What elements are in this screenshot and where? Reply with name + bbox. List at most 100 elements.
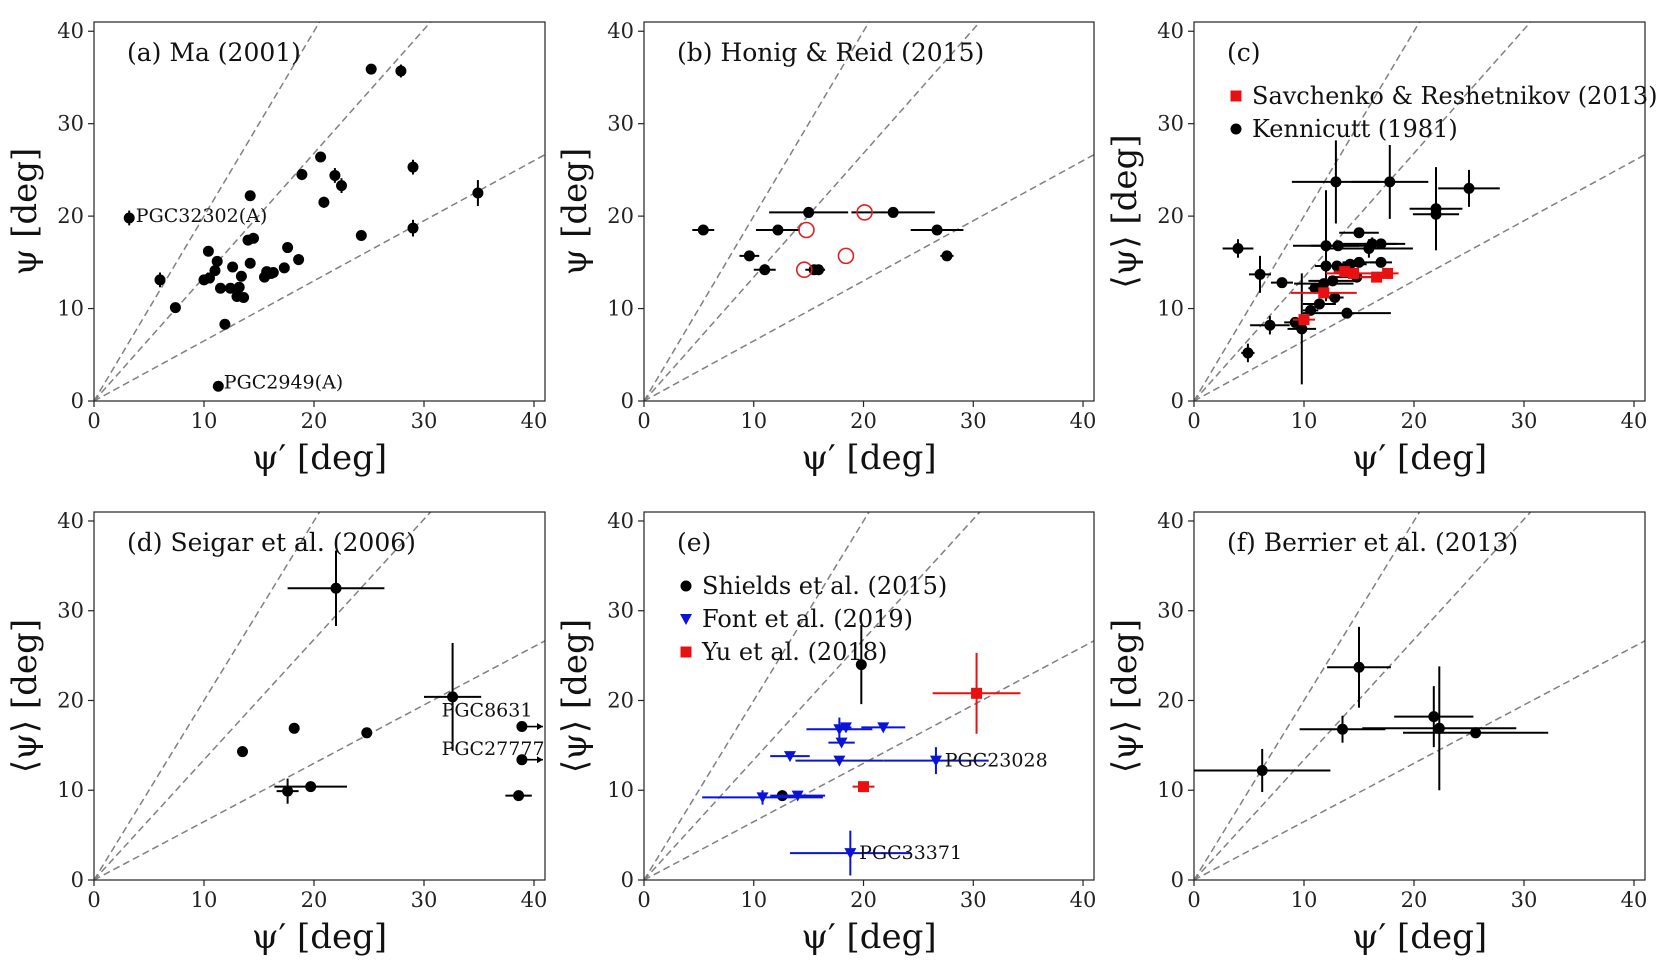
data-point (839, 722, 852, 734)
data-point (329, 169, 341, 181)
x-tick-label: 0 (1187, 409, 1200, 433)
x-axis-label: ψ′ [deg] (252, 438, 387, 478)
reference-line-1 (1194, 22, 1421, 401)
reference-lines (1194, 22, 1645, 401)
legend-marker (1230, 90, 1242, 102)
y-tick-label: 10 (57, 778, 84, 802)
y-tick-label: 10 (57, 297, 84, 321)
data-point (1463, 182, 1475, 194)
data-point (783, 751, 796, 763)
data-point (743, 250, 755, 262)
x-tick-label: 30 (960, 409, 987, 433)
panel-title: (f) Berrier et al. (2013) (1227, 528, 1518, 557)
reference-lines (1194, 512, 1645, 880)
x-tick-label: 20 (301, 409, 328, 433)
data-point (813, 264, 825, 276)
data-point (447, 691, 459, 703)
data-point (237, 746, 248, 758)
reference-line-1 (644, 22, 870, 401)
data-point (209, 265, 221, 277)
data-point (837, 247, 855, 265)
reference-line-3 (1194, 640, 1645, 880)
data-point (288, 722, 300, 734)
data-point (355, 230, 367, 242)
data-point (1353, 661, 1365, 673)
data-point (330, 582, 342, 594)
panel-3: 0 10 20 30 40 0 10 20 30 40 ψ′ [deg] ⟨ψ⟩ [deg] (c) Sa… (1105, 19, 1658, 478)
limit-arrow-head (537, 723, 543, 731)
data-point (1242, 347, 1254, 359)
y-tick-label: 10 (1157, 778, 1184, 802)
data-point (1375, 238, 1387, 250)
data-point (219, 318, 231, 330)
x-tick-label: 40 (521, 888, 548, 912)
y-tick-label: 10 (607, 778, 634, 802)
x-axis-label: ψ′ [deg] (1352, 438, 1487, 478)
y-tick-label: 20 (1157, 688, 1184, 712)
data-point (697, 224, 709, 236)
axes-frame (93, 21, 546, 402)
annotation-label: PGC2949(A) (224, 372, 343, 394)
data-point (772, 224, 784, 236)
data-point (516, 754, 528, 766)
data-point (233, 281, 245, 293)
y-tick-label: 0 (621, 868, 634, 892)
x-axis-label: ψ′ [deg] (252, 917, 387, 957)
series-1 (1194, 626, 1549, 793)
data-point (858, 781, 870, 793)
data-point (293, 254, 305, 266)
data-point (1341, 307, 1353, 319)
data-point (212, 380, 224, 392)
x-tick-label: 0 (87, 888, 100, 912)
data-point (1430, 208, 1442, 220)
data-point (877, 722, 890, 734)
data-point (1254, 268, 1266, 280)
y-tick-label: 30 (607, 112, 634, 136)
data-point (395, 65, 407, 77)
data-point (887, 206, 899, 218)
x-tick-label: 40 (1070, 409, 1097, 433)
data-point (1318, 287, 1330, 299)
legend-marker (1230, 123, 1242, 135)
reference-line-3 (644, 153, 1094, 401)
x-tick-label: 10 (191, 888, 218, 912)
data-point (248, 232, 259, 244)
y-tick-label: 20 (607, 204, 634, 228)
x-axis-label: ψ′ [deg] (1352, 917, 1487, 957)
data-layer (702, 625, 1021, 876)
data-point (1337, 723, 1348, 735)
annotation-label: PGC8631 (442, 699, 533, 721)
data-point (1371, 271, 1383, 283)
legend-label: Yu et al. (2018) (701, 638, 887, 666)
reference-line-1 (94, 512, 321, 880)
data-point (513, 790, 525, 802)
data-point (238, 291, 250, 303)
data-point (931, 224, 943, 236)
data-point (211, 255, 223, 267)
x-tick-label: 40 (521, 409, 548, 433)
y-axis-label: ψ [deg] (555, 148, 595, 276)
x-tick-label: 30 (411, 409, 438, 433)
y-tick-label: 0 (1171, 389, 1184, 413)
y-tick-label: 40 (57, 509, 84, 533)
y-tick-label: 30 (607, 599, 634, 623)
data-point (407, 161, 419, 173)
data-point (278, 262, 290, 274)
panel-4: 0 10 20 30 40 0 10 20 30 40 ψ′ [deg] ⟨ψ⟩ [deg] (d) S… (5, 509, 548, 957)
panel-2: 0 10 20 30 40 0 10 20 30 40 ψ′ [deg] ψ [deg] (b) Hon… (555, 19, 1097, 478)
x-tick-label: 40 (1621, 409, 1648, 433)
data-point (154, 274, 166, 286)
y-tick-label: 0 (71, 389, 84, 413)
reference-line-2 (644, 22, 981, 401)
data-point (244, 190, 256, 202)
x-tick-label: 0 (1187, 888, 1200, 912)
y-tick-label: 40 (607, 509, 634, 533)
axes-frame (1193, 511, 1646, 881)
series-2 (702, 717, 989, 876)
data-point (361, 727, 373, 739)
y-tick-label: 30 (1157, 112, 1184, 136)
data-point (1375, 256, 1387, 268)
y-axis-label: ⟨ψ⟩ [deg] (5, 619, 45, 773)
data-point (224, 282, 236, 294)
data-point (1309, 282, 1321, 294)
